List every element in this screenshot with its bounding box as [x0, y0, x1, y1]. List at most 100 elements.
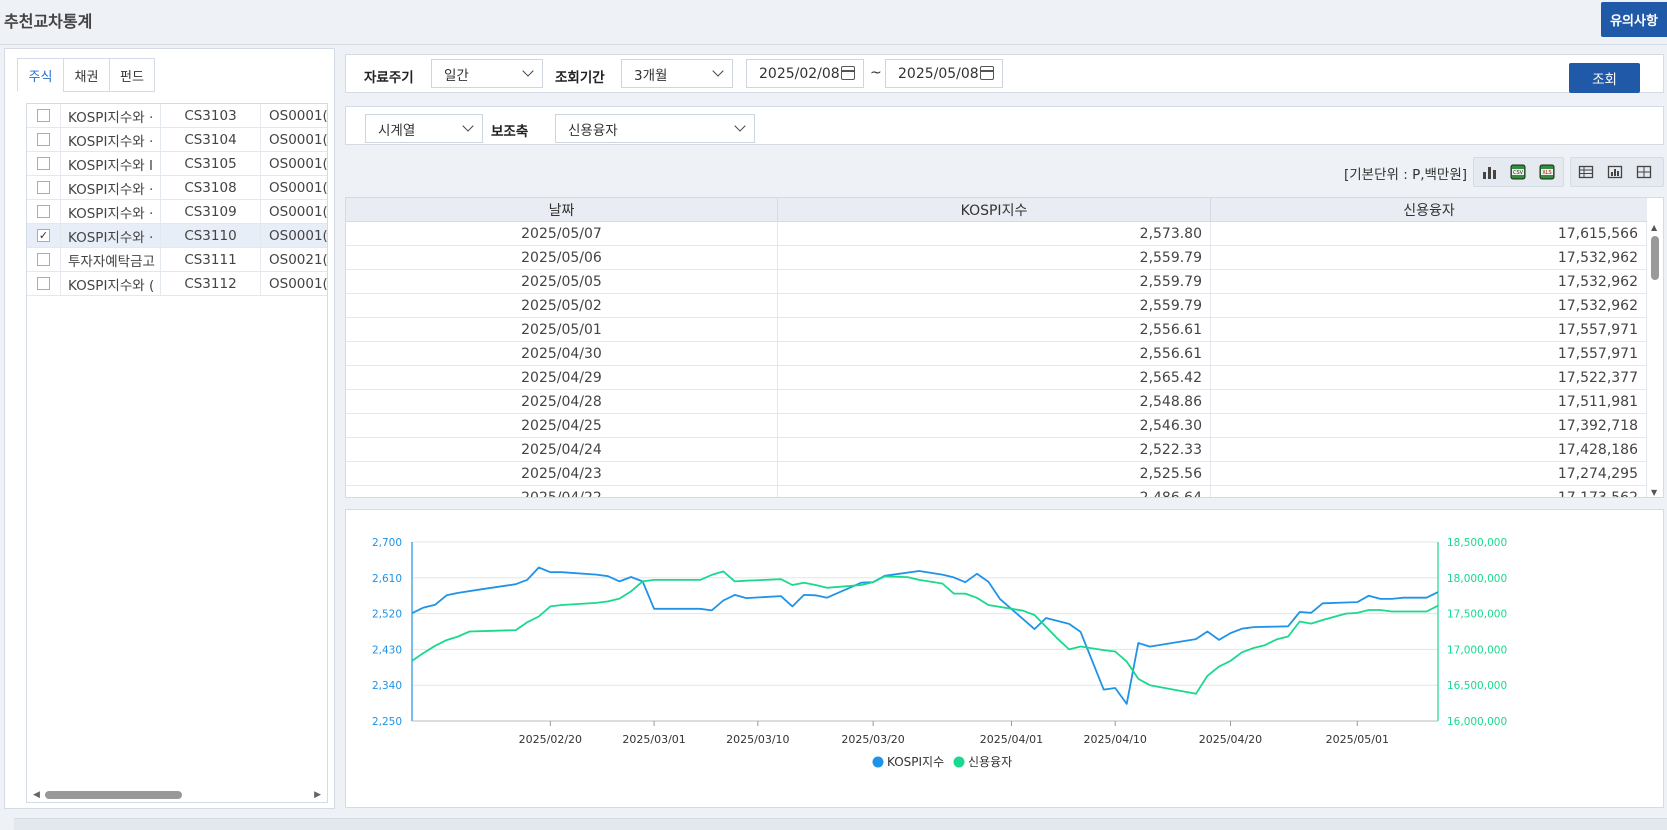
column-header-kospi[interactable]: KOSPI지수	[778, 198, 1211, 222]
scroll-right-icon[interactable]: ▶	[314, 790, 321, 800]
y-right-tick-label: 18,500,000	[1447, 537, 1507, 549]
stat-name: KOSPI지수와 ·	[61, 104, 161, 128]
scroll-thumb[interactable]	[1651, 236, 1659, 280]
date-from-input[interactable]: 2025/02/08	[746, 59, 864, 88]
cell-date: 2025/04/28	[346, 390, 778, 414]
range-select[interactable]: 3개월	[621, 59, 733, 88]
period-select[interactable]: 일간	[431, 59, 543, 88]
notice-button[interactable]: 유의사항	[1601, 2, 1667, 37]
asset-tabs: 주식 채권 펀드	[17, 58, 155, 92]
table-row[interactable]: 2025/05/06 2,559.79 17,532,962	[346, 246, 1647, 270]
date-to-input[interactable]: 2025/05/08	[885, 59, 1003, 88]
table-row[interactable]: 2025/05/05 2,559.79 17,532,962	[346, 270, 1647, 294]
cell-date: 2025/04/29	[346, 366, 778, 390]
stat-os-code: OS0001(	[269, 107, 327, 124]
x-tick-label: 2025/03/20	[841, 733, 904, 746]
column-header-credit[interactable]: 신용융자	[1403, 203, 1455, 219]
y-left-tick-label: 2,610	[372, 573, 402, 585]
checkbox[interactable]	[37, 181, 50, 194]
checkbox[interactable]	[37, 253, 50, 266]
row-checkbox-cell[interactable]	[27, 271, 61, 296]
table-row[interactable]: 2025/05/07 2,573.80 17,615,566	[346, 222, 1647, 246]
list-item[interactable]: KOSPI지수와 · CS3109 OS0001(	[27, 199, 327, 224]
table-row[interactable]: 2025/05/02 2,559.79 17,532,962	[346, 294, 1647, 318]
cell-credit: 17,274,295	[1211, 462, 1647, 486]
vertical-scrollbar[interactable]: ▲ ▼	[1647, 222, 1663, 497]
left-panel: 주식 채권 펀드 KOSPI지수와 · CS3103 OS0001(KOSPI지수와…	[4, 48, 335, 809]
x-tick-label: 2025/04/01	[980, 733, 1043, 746]
scroll-down-icon[interactable]: ▼	[1651, 488, 1658, 497]
cell-credit: 17,532,962	[1211, 246, 1647, 270]
table-row[interactable]: 2025/04/23 2,525.56 17,274,295	[346, 462, 1647, 486]
list-item[interactable]: 투자자예탁금고 CS3111 OS0021(	[27, 247, 327, 272]
stat-name: KOSPI지수와 ·	[61, 199, 161, 224]
y-right-tick-label: 17,500,000	[1447, 609, 1507, 621]
table-row[interactable]: 2025/05/01 2,556.61 17,557,971	[346, 318, 1647, 342]
checkbox[interactable]	[37, 109, 50, 122]
checkbox[interactable]	[37, 277, 50, 290]
cell-kospi: 2,486.64	[778, 486, 1211, 497]
date-separator: ~	[870, 65, 882, 81]
checkbox[interactable]	[37, 205, 50, 218]
stat-code: CS3110	[161, 223, 261, 248]
row-checkbox-cell[interactable]	[27, 127, 61, 152]
row-checkbox-cell[interactable]: ✓	[27, 223, 61, 248]
calendar-icon	[841, 66, 855, 80]
csv-icon[interactable]: CSV	[1503, 157, 1532, 187]
calendar-icon	[980, 66, 994, 80]
bar-chart-icon[interactable]	[1474, 157, 1503, 187]
scroll-up-icon[interactable]: ▲	[1651, 223, 1658, 232]
credit-series-line	[411, 570, 1439, 695]
column-header-date[interactable]: 날짜	[346, 198, 778, 222]
list-item[interactable]: ✓ KOSPI지수와 · CS3110 OS0001(	[27, 223, 327, 248]
cell-date: 2025/05/06	[346, 246, 778, 270]
row-checkbox-cell[interactable]	[27, 199, 61, 224]
table-view-icon[interactable]	[1571, 157, 1600, 187]
y-left-tick-label: 2,700	[372, 537, 402, 549]
tab-fund[interactable]: 펀드	[109, 58, 155, 92]
list-item[interactable]: KOSPI지수와 · CS3104 OS0001(	[27, 127, 327, 152]
cell-kospi: 2,525.56	[778, 462, 1211, 486]
stat-code: CS3105	[161, 151, 261, 176]
scroll-thumb[interactable]	[45, 791, 182, 799]
chart-view-icon[interactable]	[1600, 157, 1629, 187]
row-checkbox-cell[interactable]	[27, 175, 61, 200]
table-row[interactable]: 2025/04/28 2,548.86 17,511,981	[346, 390, 1647, 414]
list-item[interactable]: KOSPI지수와 I CS3105 OS0001(	[27, 151, 327, 176]
list-item[interactable]: KOSPI지수와 · CS3108 OS0001(	[27, 175, 327, 200]
stat-name: KOSPI지수와 ·	[61, 223, 161, 248]
row-checkbox-cell[interactable]	[27, 247, 61, 272]
view-icons	[1570, 157, 1664, 187]
checkbox[interactable]: ✓	[37, 229, 50, 242]
tab-stock[interactable]: 주식	[17, 58, 63, 92]
split-view-icon[interactable]	[1629, 157, 1658, 187]
xls-icon[interactable]: XLS	[1532, 157, 1561, 187]
cell-kospi: 2,559.79	[778, 246, 1211, 270]
svg-text:CSV: CSV	[1512, 170, 1523, 176]
list-item[interactable]: KOSPI지수와 (CS3112 OS0001(	[27, 271, 327, 296]
table-row[interactable]: 2025/04/22 2,486.64 17,173,562	[346, 486, 1647, 497]
scroll-left-icon[interactable]: ◀	[33, 790, 40, 800]
stat-code: CS3112	[161, 271, 261, 296]
cell-date: 2025/04/30	[346, 342, 778, 366]
table-row[interactable]: 2025/04/25 2,546.30 17,392,718	[346, 414, 1647, 438]
tab-bond[interactable]: 채권	[63, 58, 109, 92]
aux-axis-select[interactable]: 신용융자	[555, 114, 755, 143]
checkbox[interactable]	[37, 157, 50, 170]
search-button[interactable]: 조회	[1569, 63, 1640, 93]
table-row[interactable]: 2025/04/30 2,556.61 17,557,971	[346, 342, 1647, 366]
cell-date: 2025/04/25	[346, 414, 778, 438]
table-row[interactable]: 2025/04/29 2,565.42 17,522,377	[346, 366, 1647, 390]
row-checkbox-cell[interactable]	[27, 151, 61, 176]
chevron-down-icon	[712, 65, 724, 77]
export-icons: CSV XLS	[1473, 157, 1564, 187]
horizontal-scrollbar[interactable]: ◀ ▶	[27, 788, 327, 802]
stat-os-code: OS0001(	[269, 155, 327, 172]
stat-code: CS3109	[161, 199, 261, 224]
list-item[interactable]: KOSPI지수와 · CS3103 OS0001(	[27, 104, 327, 128]
series-type-select[interactable]: 시계열	[365, 114, 483, 143]
checkbox[interactable]	[37, 133, 50, 146]
table-row[interactable]: 2025/04/24 2,522.33 17,428,186	[346, 438, 1647, 462]
row-checkbox-cell[interactable]	[27, 104, 61, 128]
x-tick-label: 2025/03/10	[726, 733, 789, 746]
